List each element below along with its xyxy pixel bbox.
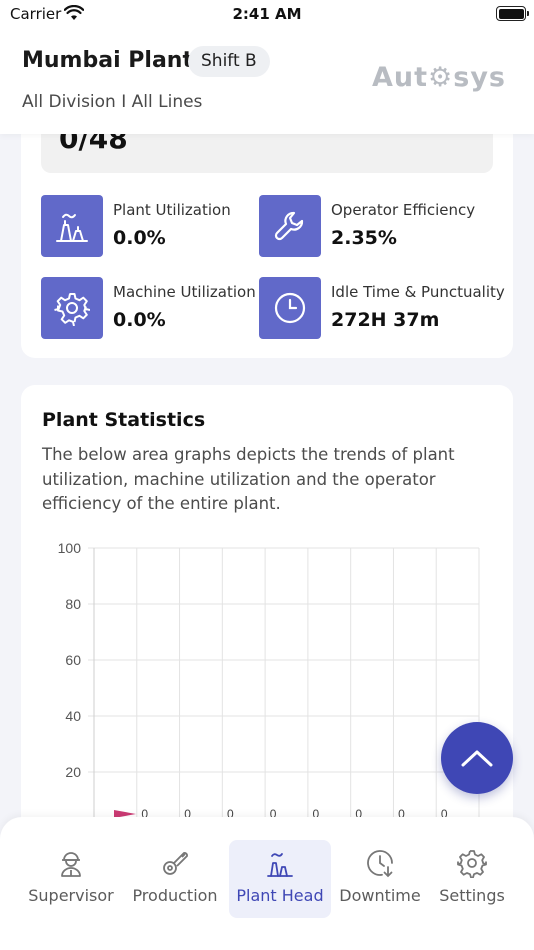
y-tick-label: 20 [65,764,81,780]
gear-icon [41,277,103,339]
metric-machine-utilization[interactable]: Machine Utilization 0.0% [41,277,261,339]
metric-label: Idle Time & Punctuality [331,283,505,301]
battery-icon [496,6,529,21]
autosys-logo: Aut⚙sys [372,62,506,93]
series-start-marker [114,810,136,818]
nav-item-settings[interactable]: Settings [430,840,514,918]
nav-item-plant-head[interactable]: Plant Head [229,840,331,918]
supervisor-icon [61,852,81,877]
y-tick-label: 80 [65,596,81,612]
metric-idle-time[interactable]: Idle Time & Punctuality 272H 37m [259,277,505,339]
kpi-card: 0/48 ›› Plant Utilization 0.0% Operator … [21,100,513,358]
y-tick-label: 40 [65,708,81,724]
nav-item-downtime[interactable]: Downtime [335,840,425,918]
scroll-to-top-button[interactable] [441,722,513,794]
nav-label: Supervisor [28,886,114,905]
app-header: Mumbai Plant Shift B All Division I All … [0,28,534,134]
data-point-label: 0 [398,807,405,821]
wifi-icon [63,4,85,25]
nav-label: Downtime [339,886,421,905]
data-point-label: 0 [227,807,234,821]
metric-plant-utilization[interactable]: Plant Utilization 0.0% [41,195,261,257]
nav-item-production[interactable]: Production [126,840,224,918]
metric-value: 2.35% [331,227,397,249]
y-tick-label: 100 [58,540,82,556]
section-description: The below area graphs depicts the trends… [42,445,455,513]
nav-label: Production [132,886,218,905]
data-point-label: 0 [355,807,362,821]
metric-label: Operator Efficiency [331,201,476,219]
clock-time: 2:41 AM [232,5,302,23]
shift-badge[interactable]: Shift B [188,46,270,77]
nav-label: Plant Head [236,886,324,905]
data-point-label: 0 [270,807,277,821]
metric-value: 272H 37m [331,309,440,331]
settings-icon [457,850,487,878]
metric-operator-efficiency[interactable]: Operator Efficiency 2.35% [259,195,479,257]
status-bar: Carrier 2:41 AM [0,0,534,28]
carrier-label: Carrier [10,5,62,23]
division-selector[interactable]: All Division I All Lines [22,92,203,112]
metric-label: Plant Utilization [113,201,231,219]
chevron-up-icon [461,750,493,767]
y-tick-label: 60 [65,652,81,668]
nav-item-supervisor[interactable]: Supervisor [20,840,122,918]
data-point-label: 0 [184,807,191,821]
plant-head-icon [267,853,293,877]
data-point-label: 0 [141,807,148,821]
data-point-label: 0 [313,807,320,821]
production-icon [163,852,188,875]
wrench-icon [259,195,321,257]
metric-label: Machine Utilization [113,283,256,301]
clock-icon [259,277,321,339]
bottom-nav: Supervisor Production Plant Head Downtim… [0,817,534,950]
data-point-label: 0 [441,807,448,821]
plant-statistics-chart: 100 80 60 40 20 0 0 0 0 0 0 0 0 [58,540,480,835]
section-title: Plant Statistics [42,409,206,431]
downtime-icon [367,850,393,878]
factory-icon [41,195,103,257]
nav-label: Settings [439,886,505,905]
plant-name[interactable]: Mumbai Plant [22,48,193,73]
metric-value: 0.0% [113,227,166,249]
metric-value: 0.0% [113,309,166,331]
